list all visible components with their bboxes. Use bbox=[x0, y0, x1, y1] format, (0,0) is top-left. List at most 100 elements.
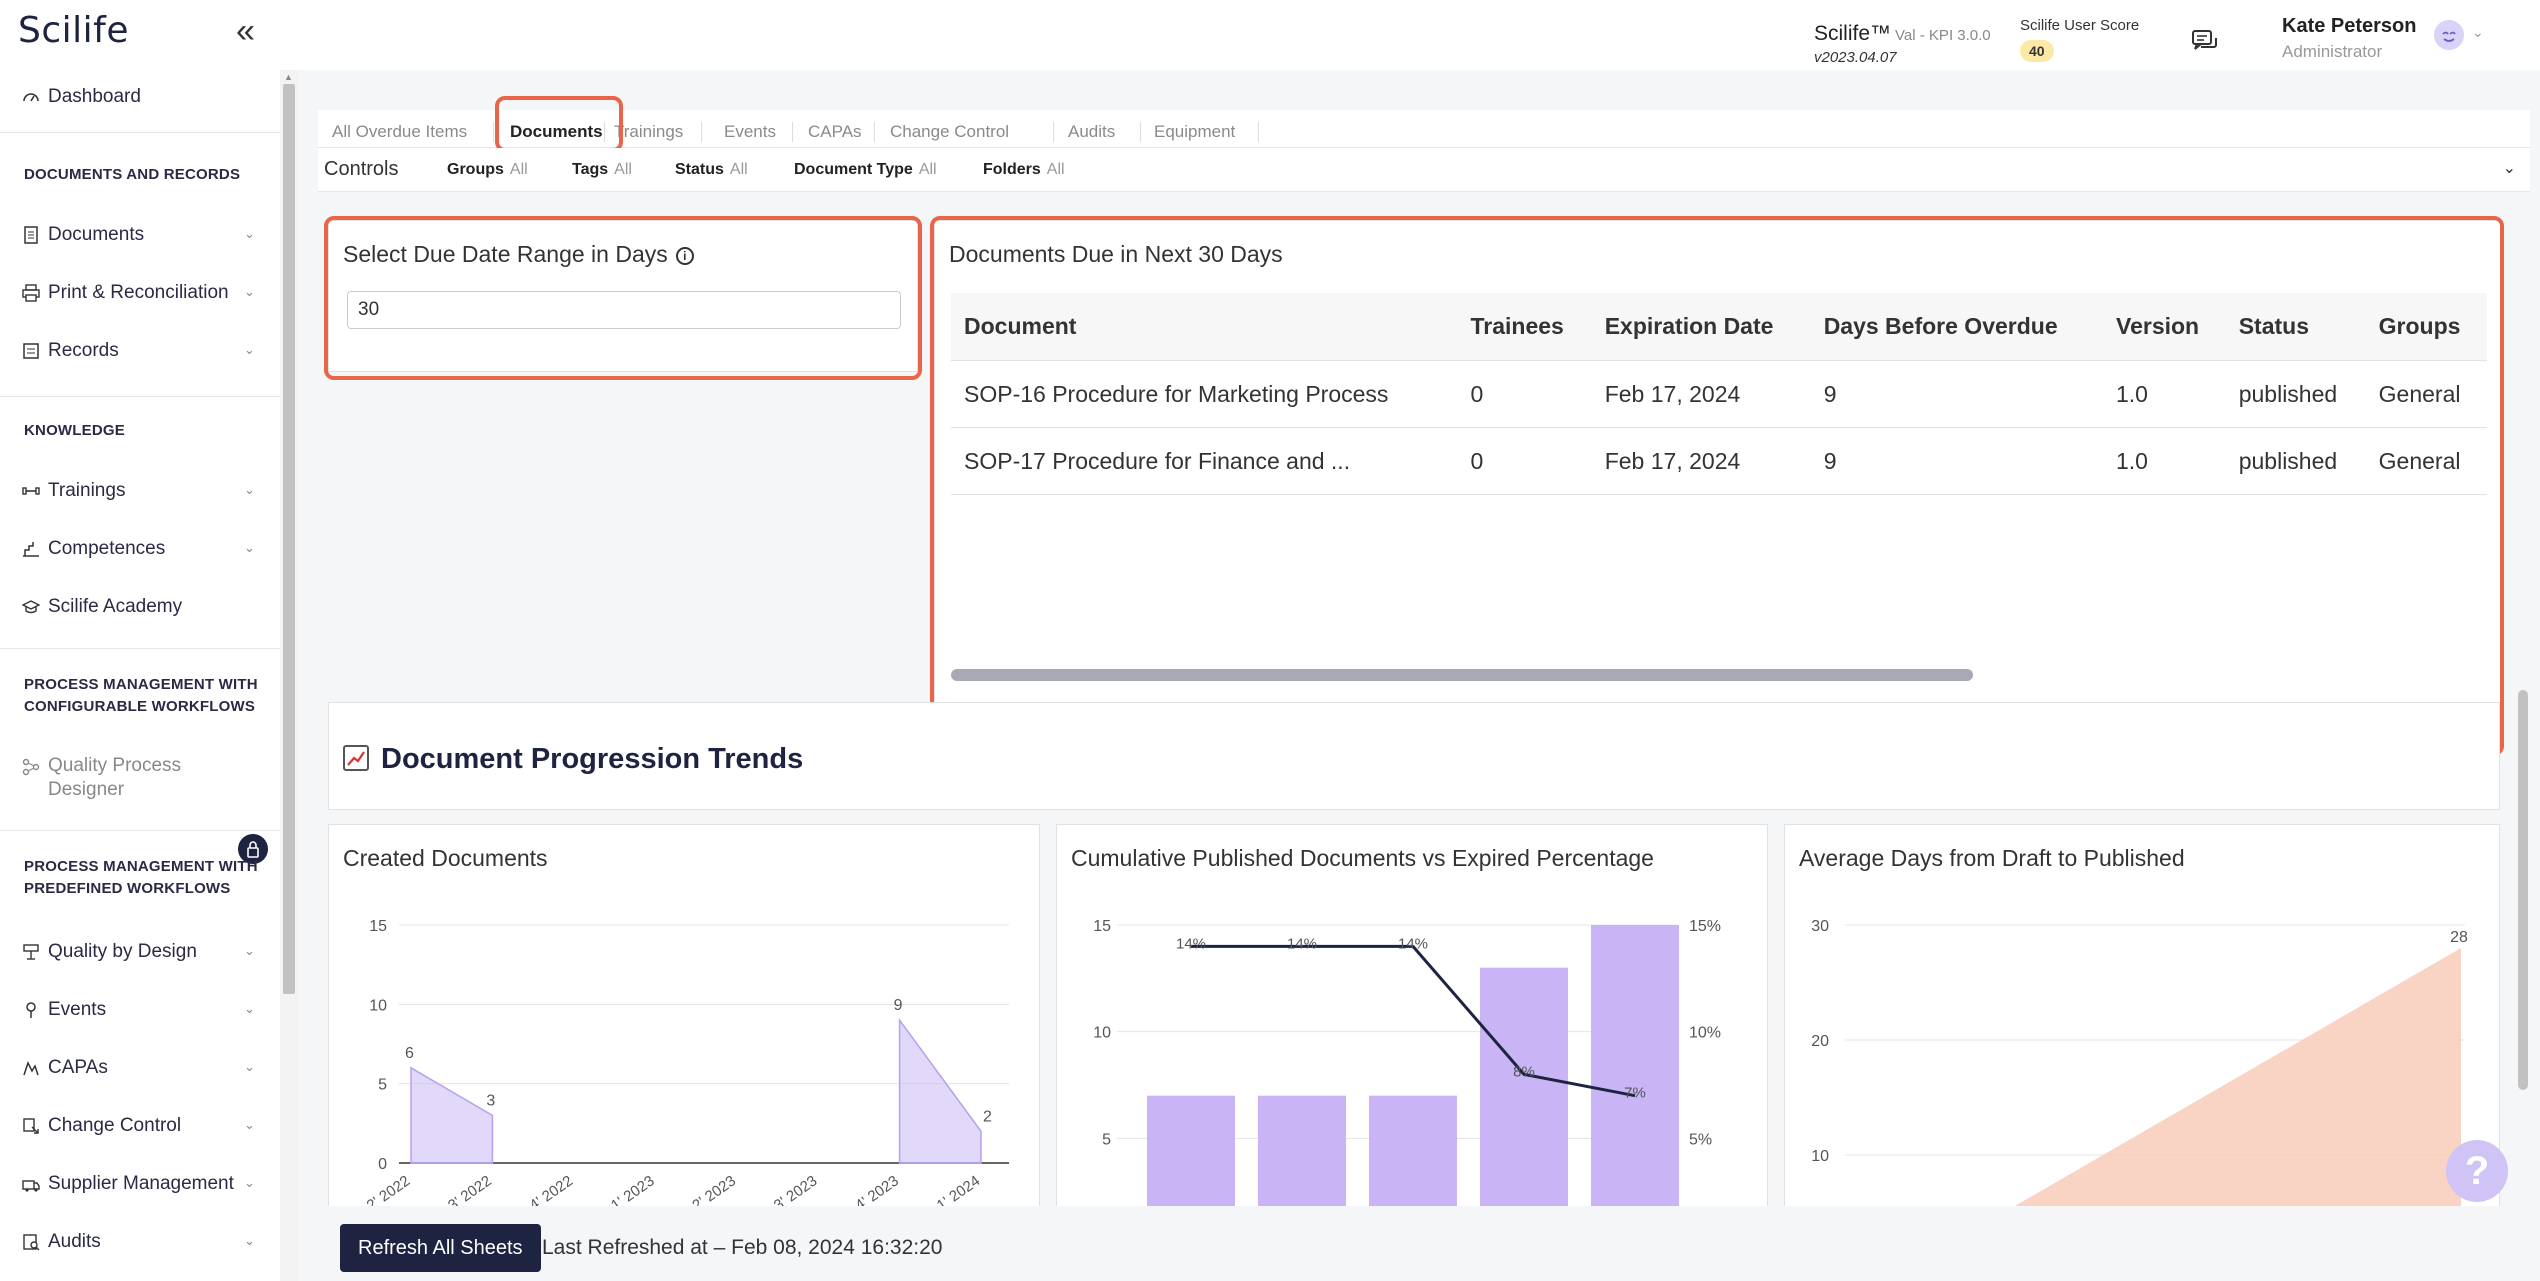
tab-documents[interactable]: Documents bbox=[510, 122, 603, 141]
tab-separator bbox=[1258, 122, 1259, 142]
bar bbox=[1480, 967, 1568, 1245]
sidebar-item-print-reconciliation[interactable]: Print & Reconciliation ⌄ bbox=[22, 278, 255, 308]
chevron-down-icon[interactable]: ⌄ bbox=[2472, 24, 2484, 40]
scrollbar-thumb[interactable] bbox=[283, 84, 295, 994]
filter-label: Document Type bbox=[794, 161, 913, 178]
tab-all-overdue-items[interactable]: All Overdue Items bbox=[332, 122, 468, 141]
scilife-logo[interactable]: Scilife bbox=[18, 10, 129, 51]
column-header[interactable]: Days Before Overdue bbox=[1810, 293, 2103, 361]
column-header[interactable]: Status bbox=[2225, 293, 2366, 361]
tab-audits[interactable]: Audits bbox=[1068, 122, 1116, 141]
column-header[interactable]: Version bbox=[2103, 293, 2226, 361]
chevron-down-icon: ⌄ bbox=[244, 1233, 255, 1248]
sidebar-item-change-control[interactable]: Change Control ⌄ bbox=[22, 1111, 255, 1141]
tab-equipment[interactable]: Equipment bbox=[1154, 122, 1236, 141]
table-row[interactable]: SOP-17 Procedure for Finance and ... 0 F… bbox=[951, 427, 2487, 495]
tab-trainings[interactable]: Trainings bbox=[614, 122, 684, 141]
sidebar-item-quality-process-designer[interactable]: Quality Process Designer bbox=[22, 754, 181, 802]
expand-controls-icon[interactable]: ⌄ bbox=[2502, 160, 2516, 177]
chart-increasing-icon bbox=[343, 745, 369, 771]
main-content: All Overdue Items Documents Trainings Ev… bbox=[298, 70, 2540, 1281]
tab-bar: All Overdue Items Documents Trainings Ev… bbox=[318, 110, 2530, 148]
column-header[interactable]: Document bbox=[951, 293, 1458, 361]
collapse-sidebar-icon[interactable]: « bbox=[236, 12, 255, 50]
help-button[interactable]: ? bbox=[2446, 1140, 2508, 1202]
table-cell: Feb 17, 2024 bbox=[1591, 360, 1811, 428]
last-refreshed-text: Last Refreshed at – Feb 08, 2024 16:32:2… bbox=[542, 1236, 943, 1259]
highlight-documents-tab bbox=[495, 96, 623, 152]
y-tick-label: 15 bbox=[369, 918, 387, 935]
main-scrollbar[interactable] bbox=[2510, 70, 2534, 1281]
due-days-input[interactable] bbox=[347, 291, 901, 329]
filter-status[interactable]: Status All bbox=[675, 161, 748, 179]
filter-groups[interactable]: Groups All bbox=[447, 161, 528, 179]
section-line: CONFIGURABLE WORKFLOWS bbox=[24, 698, 256, 715]
sidebar-item-dashboard[interactable]: Dashboard bbox=[22, 82, 141, 112]
y-tick-label: 0 bbox=[378, 1156, 387, 1173]
y-tick-label: 5 bbox=[378, 1077, 387, 1094]
y-tick-label: 5 bbox=[1102, 1131, 1111, 1148]
bar bbox=[1591, 925, 1679, 1245]
sidebar-item-competences[interactable]: Competences ⌄ bbox=[22, 534, 255, 564]
chevron-down-icon: ⌄ bbox=[244, 226, 255, 241]
sidebar-item-trainings[interactable]: Trainings ⌄ bbox=[22, 476, 255, 506]
cumulative-published-title: Cumulative Published Documents vs Expire… bbox=[1071, 845, 1654, 871]
y-tick-label: 15 bbox=[1093, 918, 1111, 935]
documents-due-title: Documents Due in Next 30 Days bbox=[949, 241, 1283, 267]
filter-folders[interactable]: Folders All bbox=[983, 161, 1065, 179]
tab-capas[interactable]: CAPAs bbox=[808, 122, 862, 141]
capa-icon bbox=[23, 1061, 39, 1076]
highlight-documents-due bbox=[930, 216, 2504, 756]
divider bbox=[0, 648, 280, 649]
refresh-all-sheets-button[interactable]: Refresh All Sheets bbox=[340, 1224, 541, 1272]
sidebar-item-label: CAPAs bbox=[48, 1057, 108, 1078]
table-cell: SOP-17 Procedure for Finance and ... bbox=[951, 427, 1458, 495]
due-date-range-title-text: Select Due Date Range in Days bbox=[343, 241, 668, 267]
sidebar-item-label: Audits bbox=[48, 1231, 101, 1252]
sidebar-item-documents[interactable]: Documents ⌄ bbox=[22, 220, 255, 250]
score-label: Scilife User Score bbox=[2020, 17, 2140, 34]
sidebar-item-label: Records bbox=[48, 340, 119, 361]
divider bbox=[0, 396, 280, 397]
y-tick-label: 10 bbox=[369, 997, 387, 1014]
sidebar-item-records[interactable]: Records ⌄ bbox=[22, 336, 255, 366]
user-menu[interactable]: Kate Peterson Administrator bbox=[2282, 15, 2417, 62]
tab-change-control[interactable]: Change Control bbox=[890, 122, 1010, 141]
filter-document-type[interactable]: Document Type All bbox=[794, 161, 937, 179]
chat-icon[interactable] bbox=[2192, 30, 2220, 56]
controls-title: Controls bbox=[324, 158, 399, 180]
sidebar-item-scilife-academy[interactable]: Scilife Academy bbox=[22, 592, 182, 622]
column-header[interactable]: Trainees bbox=[1457, 293, 1592, 361]
sidebar-item-label: Print & Reconciliation bbox=[48, 282, 229, 303]
y2-tick-label: 15% bbox=[1689, 918, 1721, 935]
supplier-icon bbox=[22, 1180, 40, 1192]
sidebar-item-supplier-management[interactable]: Supplier Management ⌄ bbox=[22, 1169, 255, 1199]
y-tick-label: 30 bbox=[1811, 918, 1829, 935]
table-horizontal-scrollbar[interactable] bbox=[951, 669, 1973, 681]
average-days-chart: 010203028 bbox=[1811, 918, 2468, 1281]
column-header[interactable]: Groups bbox=[2365, 293, 2487, 361]
section-predefined-workflows: PROCESS MANAGEMENT WITH PREDEFINED WORKF… bbox=[24, 856, 258, 900]
sidebar-item-audits[interactable]: Audits ⌄ bbox=[22, 1227, 255, 1257]
chevron-down-icon: ⌄ bbox=[244, 284, 255, 299]
due-date-range-card: Select Due Date Range in Days i bbox=[328, 220, 918, 372]
filter-tags[interactable]: Tags All bbox=[572, 161, 632, 179]
section-line: PROCESS MANAGEMENT WITH bbox=[24, 858, 258, 875]
sidebar-scrollbar[interactable]: ▲ bbox=[280, 70, 298, 1281]
sidebar-item-quality-by-design[interactable]: Quality by Design ⌄ bbox=[22, 937, 255, 967]
info-icon[interactable]: i bbox=[675, 247, 694, 265]
sidebar-item-capas[interactable]: CAPAs ⌄ bbox=[22, 1053, 255, 1083]
column-header[interactable]: Expiration Date bbox=[1591, 293, 1811, 361]
due-date-range-title: Select Due Date Range in Days i bbox=[343, 241, 694, 268]
section-configurable-workflows: PROCESS MANAGEMENT WITH CONFIGURABLE WOR… bbox=[24, 674, 258, 718]
score-badge: 40 bbox=[2020, 40, 2054, 62]
tab-events[interactable]: Events bbox=[724, 122, 776, 141]
sidebar-item-label: Designer bbox=[48, 779, 125, 800]
table-row[interactable]: SOP-16 Procedure for Marketing Process 0… bbox=[951, 360, 2487, 428]
avatar[interactable] bbox=[2434, 20, 2464, 50]
scrollbar-thumb[interactable] bbox=[2518, 690, 2528, 1090]
line-label: 14% bbox=[1398, 935, 1428, 952]
sidebar-item-events[interactable]: Events ⌄ bbox=[22, 995, 255, 1025]
app-name: Scilife™ bbox=[1814, 22, 1892, 45]
scroll-up-icon[interactable]: ▲ bbox=[284, 72, 293, 82]
